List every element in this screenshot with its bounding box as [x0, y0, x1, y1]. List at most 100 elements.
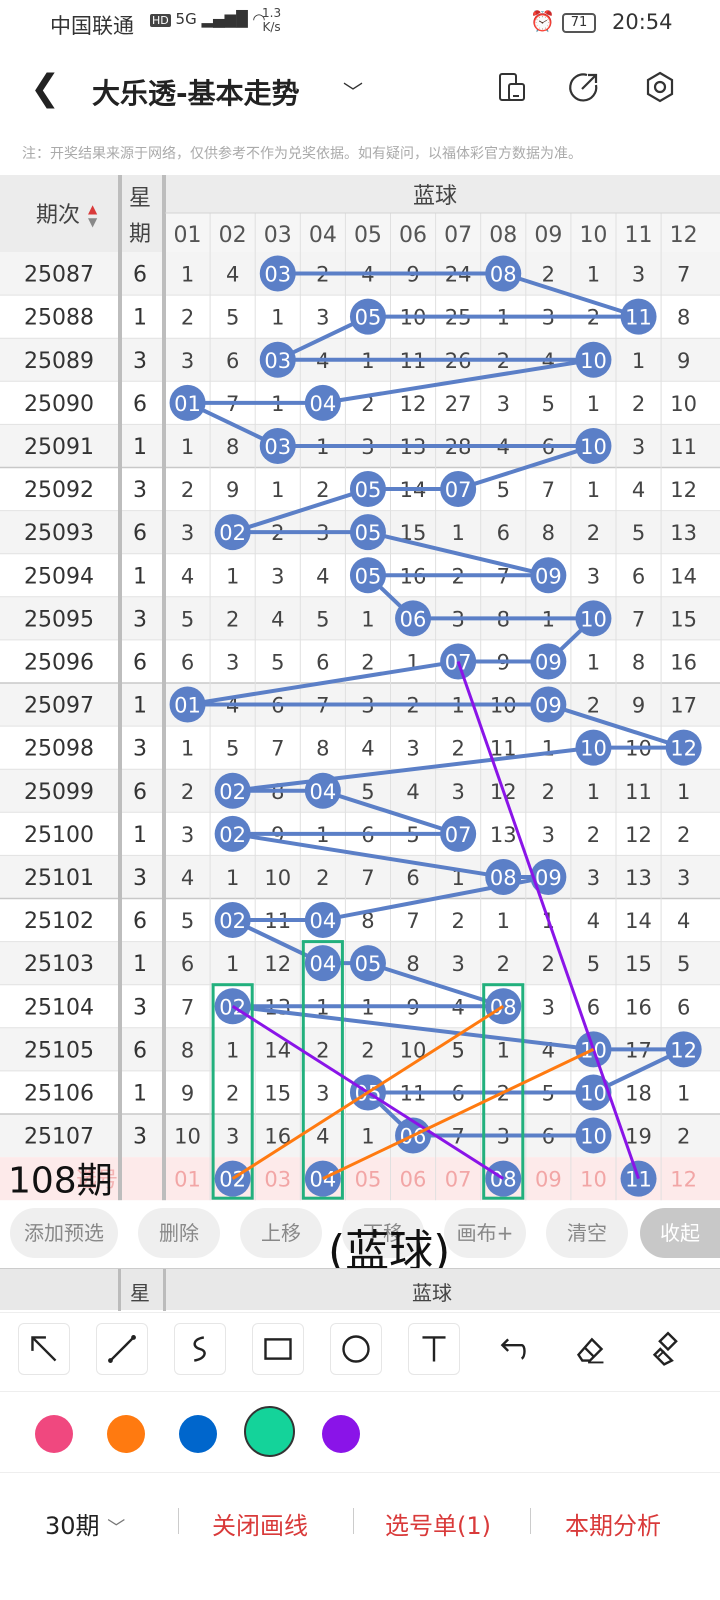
miss-count: 1 [181, 737, 194, 761]
hit-ball-number: 05 [355, 306, 382, 330]
number-header: 07 [444, 223, 472, 248]
miss-count: 16 [625, 995, 652, 1019]
issue-number: 25106 [24, 1081, 94, 1106]
pick-list-button[interactable]: 选号单(1) [385, 1512, 491, 1540]
clear-button[interactable]: 清空 [546, 1208, 628, 1258]
miss-count: 18 [625, 1081, 652, 1105]
hit-ball [349, 471, 386, 508]
add-preselect-button[interactable]: 添加预选 [10, 1208, 118, 1258]
miss-count: 1 [181, 435, 194, 459]
miss-count: 9 [181, 1081, 194, 1105]
eraser-icon[interactable] [564, 1323, 616, 1375]
mobile-layout-icon[interactable] [495, 70, 529, 104]
page-title[interactable]: 大乐透-基本走势 [92, 77, 300, 110]
clear-brush-icon[interactable] [642, 1323, 694, 1375]
pick-number[interactable]: 07 [445, 1168, 472, 1192]
number-header: 09 [534, 223, 562, 248]
hit-ball [349, 298, 386, 335]
miss-count: 7 [632, 607, 645, 631]
miss-count: 4 [316, 564, 329, 588]
miss-count: 12 [400, 392, 427, 416]
delete-button[interactable]: 删除 [138, 1208, 220, 1258]
miss-count: 2 [542, 952, 555, 976]
curve-tool-icon[interactable] [174, 1323, 226, 1375]
trend-line [547, 702, 685, 750]
pick-number[interactable]: 01 [174, 1168, 201, 1192]
period-analysis-button[interactable]: 本期分析 [565, 1512, 661, 1540]
hit-ball-number: 10 [580, 1081, 607, 1105]
hit-ball [304, 945, 341, 982]
hit-ball-number: 01 [174, 392, 201, 416]
pick-number[interactable]: 10 [580, 1168, 607, 1192]
settings-icon[interactable] [643, 70, 677, 104]
miss-count: 5 [226, 737, 239, 761]
issue-number: 25092 [24, 478, 94, 503]
pick-number[interactable]: 06 [400, 1168, 427, 1192]
pick-number[interactable]: 05 [355, 1168, 382, 1192]
hit-ball-number: 05 [355, 521, 382, 545]
hit-ball [575, 1117, 612, 1154]
circle-tool-icon[interactable] [330, 1323, 382, 1375]
weekday-cell: 6 [133, 392, 147, 417]
pick-number[interactable]: 12 [670, 1168, 697, 1192]
move-up-button[interactable]: 上移 [240, 1208, 322, 1258]
trend-line [502, 271, 640, 319]
chevron-down-icon[interactable]: ﹀ [343, 80, 363, 104]
hit-ball-number: 08 [490, 263, 517, 287]
miss-count: 4 [361, 737, 374, 761]
alarm-icon: ⏰ [530, 9, 555, 33]
miss-count: 5 [677, 952, 690, 976]
hit-ball-number: 12 [670, 1038, 697, 1062]
hit-ball [440, 815, 477, 852]
line-tool-icon[interactable] [96, 1323, 148, 1375]
color-swatch-pink[interactable] [35, 1415, 73, 1453]
miss-count: 3 [181, 823, 194, 847]
hit-ball [349, 514, 386, 551]
weekday-cell: 3 [133, 1125, 147, 1150]
issue-number: 25093 [24, 521, 94, 546]
period-select[interactable]: 30期 ﹀ [45, 1512, 126, 1540]
hit-ball-number: 10 [580, 607, 607, 631]
divider [530, 1508, 531, 1534]
canvas-plus-button[interactable]: 画布+ [444, 1208, 526, 1258]
color-swatch-blue[interactable] [179, 1415, 217, 1453]
miss-count: 27 [445, 392, 472, 416]
trend-line [232, 487, 369, 535]
color-swatch-purple[interactable] [322, 1415, 360, 1453]
pick-number[interactable]: 09 [535, 1168, 562, 1192]
miss-count: 12 [264, 952, 291, 976]
issue-number: 25107 [24, 1125, 94, 1150]
hit-ball-number: 09 [535, 866, 562, 890]
selected-pick-number: 11 [625, 1168, 652, 1192]
color-swatch-orange[interactable] [107, 1415, 145, 1453]
text-tool-icon[interactable] [408, 1323, 460, 1375]
miss-count: 5 [181, 909, 194, 933]
share-icon[interactable] [567, 70, 601, 104]
weekday-cell: 1 [133, 564, 147, 589]
miss-count: 14 [670, 564, 697, 588]
move-down-button[interactable]: 下移 [342, 1208, 424, 1258]
hit-ball-number: 02 [219, 823, 246, 847]
close-lines-button[interactable]: 关闭画线 [212, 1512, 308, 1540]
battery-icon: 71 [562, 13, 596, 33]
sort-up-icon[interactable]: ▲ [88, 202, 98, 216]
back-icon[interactable]: ❮ [30, 68, 61, 109]
miss-count: 3 [181, 349, 194, 373]
rect-tool-icon[interactable] [252, 1323, 304, 1375]
undo-icon[interactable] [486, 1323, 538, 1375]
miss-count: 3 [451, 952, 464, 976]
sort-down-icon[interactable]: ▼ [88, 215, 98, 229]
column-header-week: 期 [129, 222, 151, 247]
miss-count: 4 [587, 909, 600, 933]
collapse-button[interactable]: 收起 [640, 1208, 720, 1258]
hit-ball [575, 1074, 612, 1111]
miss-count: 1 [271, 478, 284, 502]
arrow-tool-icon[interactable] [18, 1323, 70, 1375]
table-row [0, 898, 720, 942]
sub-header-week: 星 [130, 1281, 150, 1305]
color-swatch-green[interactable] [244, 1406, 295, 1457]
hit-ball-number: 12 [670, 737, 697, 761]
pick-number[interactable]: 03 [264, 1168, 291, 1192]
weekday-cell: 3 [133, 607, 147, 632]
